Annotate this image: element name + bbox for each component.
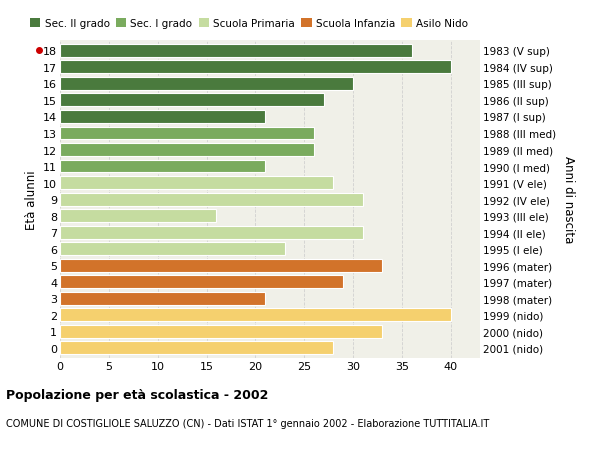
Bar xyxy=(60,78,353,90)
Text: COMUNE DI COSTIGLIOLE SALUZZO (CN) - Dati ISTAT 1° gennaio 2002 - Elaborazione T: COMUNE DI COSTIGLIOLE SALUZZO (CN) - Dat… xyxy=(6,418,489,428)
Bar xyxy=(60,144,314,157)
Bar xyxy=(60,226,363,239)
Y-axis label: Età alunni: Età alunni xyxy=(25,170,38,230)
Bar xyxy=(60,111,265,123)
Bar xyxy=(60,45,412,58)
Text: Popolazione per età scolastica - 2002: Popolazione per età scolastica - 2002 xyxy=(6,388,268,401)
Bar xyxy=(60,243,284,256)
Bar xyxy=(60,276,343,289)
Bar xyxy=(60,259,382,272)
Bar xyxy=(60,61,451,74)
Y-axis label: Anni di nascita: Anni di nascita xyxy=(562,156,575,243)
Bar xyxy=(60,127,314,140)
Bar xyxy=(60,325,382,338)
Bar xyxy=(60,292,265,305)
Legend: Sec. II grado, Sec. I grado, Scuola Primaria, Scuola Infanzia, Asilo Nido: Sec. II grado, Sec. I grado, Scuola Prim… xyxy=(26,15,472,33)
Bar xyxy=(60,210,216,223)
Bar xyxy=(60,177,334,190)
Bar xyxy=(60,193,363,206)
Bar xyxy=(60,309,451,322)
Bar xyxy=(60,341,334,354)
Bar xyxy=(60,94,324,107)
Bar xyxy=(60,160,265,173)
